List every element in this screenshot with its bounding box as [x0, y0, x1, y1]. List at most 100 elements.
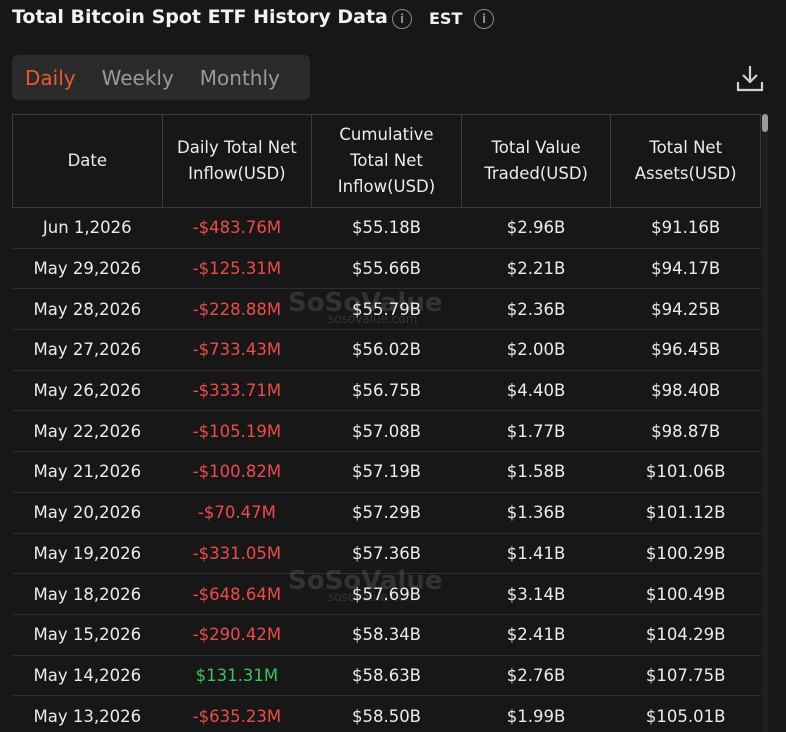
header-line: Assets(USD) [634, 164, 737, 183]
table-cell: $1.99B [461, 695, 611, 732]
table-row: May 28,2026 -$228.88M $55.79B $2.36B $94.25B [12, 288, 761, 331]
table-cell: $100.49B [610, 573, 761, 615]
table-cell: $2.36B [461, 288, 611, 331]
table-cell: $98.87B [610, 410, 761, 453]
table-cell: $1.77B [461, 410, 611, 453]
table-cell: $58.50B [311, 695, 462, 732]
column-header: Date [12, 114, 163, 208]
table-cell: -$290.42M [162, 614, 312, 656]
tab[interactable]: Weekly [101, 65, 174, 90]
table-cell: $94.17B [610, 248, 761, 290]
header-line: Total Net [649, 138, 723, 157]
table-cell: $2.96B [461, 207, 611, 249]
table-cell: $98.40B [610, 370, 761, 412]
table-cell: -$483.76M [162, 207, 312, 249]
history-table: Date Daily Total Net Inflow(USD) Cumulative… [12, 114, 761, 732]
table-cell: May 15,2026 [12, 614, 163, 656]
table-cell: $104.29B [610, 614, 761, 656]
table-cell: -$70.47M [162, 492, 312, 534]
table-cell: $94.25B [610, 288, 761, 331]
header-line: Total Value [491, 138, 581, 157]
table-cell: $107.75B [610, 655, 761, 697]
table-cell: May 18,2026 [12, 573, 163, 615]
scrollbar-thumb[interactable] [762, 114, 768, 132]
table-cell: $2.00B [461, 329, 611, 371]
table-row: May 19,2026 -$331.05M $57.36B $1.41B $100.29… [12, 533, 761, 575]
header-line: Date [67, 151, 108, 170]
table-cell: $101.06B [610, 451, 761, 493]
table-cell: $3.14B [461, 573, 611, 615]
header-line: Total Net [350, 151, 423, 170]
table-row: May 20,2026 -$70.47M $57.29B $1.36B $101.12B [12, 492, 761, 534]
title: Total Bitcoin Spot ETF History Data [12, 6, 388, 28]
info-icon[interactable]: i [392, 9, 412, 29]
table-cell: $105.01B [610, 695, 761, 732]
table-cell: $58.63B [311, 655, 462, 697]
table-row: May 18,2026 -$648.64M $57.69B $3.14B $100.49… [12, 573, 761, 615]
table-cell: May 20,2026 [12, 492, 163, 534]
table-row: May 27,2026 -$733.43M $56.02B $2.00B $96.45B [12, 329, 761, 371]
table-cell: May 28,2026 [12, 288, 163, 331]
table-cell: $1.36B [461, 492, 611, 534]
table-cell: -$648.64M [162, 573, 312, 615]
table-row: May 26,2026 -$333.71M $56.75B $4.40B $98.40B [12, 370, 761, 412]
table-cell: -$331.05M [162, 533, 312, 575]
table-cell: $101.12B [610, 492, 761, 534]
header-line: Traded(USD) [484, 164, 588, 183]
column-header: Total Value Traded(USD) [460, 114, 612, 208]
table-cell: -$733.43M [162, 329, 312, 371]
table-cell: $1.58B [461, 451, 611, 493]
table-cell: $57.36B [311, 533, 462, 575]
table-cell: $55.79B [311, 288, 462, 331]
download-icon[interactable] [735, 63, 765, 93]
tab[interactable]: Monthly [199, 65, 280, 90]
table-cell: $57.19B [311, 451, 462, 493]
table-cell: $1.41B [461, 533, 611, 575]
table-cell: $131.31M [162, 655, 312, 697]
tab[interactable]: Daily [25, 65, 76, 90]
scrollbar-track [762, 114, 768, 732]
table-cell: May 14,2026 [12, 655, 163, 697]
header-line: Cumulative [339, 125, 434, 144]
table-cell: $91.16B [610, 207, 761, 249]
table-cell: $56.75B [311, 370, 462, 412]
table-cell: $55.18B [311, 207, 462, 249]
table-row: May 21,2026 -$100.82M $57.19B $1.58B $101.06… [12, 451, 761, 493]
table-cell: $57.69B [311, 573, 462, 615]
info-icon[interactable]: i [474, 9, 494, 29]
table-cell: Jun 1,2026 [12, 207, 163, 249]
table-cell: -$333.71M [162, 370, 312, 412]
column-header: Total Net Assets(USD) [610, 114, 761, 208]
table-cell: $58.34B [311, 614, 462, 656]
table-row: Jun 1,2026 -$483.76M $55.18B $2.96B $91.16B [12, 207, 761, 249]
table-cell: -$105.19M [162, 410, 312, 453]
table-row: May 14,2026 $131.31M $58.63B $2.76B $107.75B [12, 655, 761, 697]
table-cell: $4.40B [461, 370, 611, 412]
table-cell: $57.29B [311, 492, 462, 534]
header-line: Inflow(USD) [337, 177, 436, 196]
tab-bar: Daily Weekly Monthly [12, 55, 310, 100]
table-cell: -$228.88M [162, 288, 312, 331]
table-row: May 22,2026 -$105.19M $57.08B $1.77B $98.87B [12, 410, 761, 453]
column-header: Cumulative Total Net Inflow(USD) [311, 114, 462, 208]
table-cell: $100.29B [610, 533, 761, 575]
column-header: Daily Total Net Inflow(USD) [161, 114, 313, 208]
table-cell: -$100.82M [162, 451, 312, 493]
table-cell: $2.41B [461, 614, 611, 656]
timezone[interactable]: EST [429, 9, 463, 28]
table-cell: $2.21B [461, 248, 611, 290]
table-cell: May 26,2026 [12, 370, 163, 412]
table-row: May 15,2026 -$290.42M $58.34B $2.41B $104.29… [12, 614, 761, 656]
table-cell: $2.76B [461, 655, 611, 697]
table-cell: May 22,2026 [12, 410, 163, 453]
table-cell: May 29,2026 [12, 248, 163, 290]
header-line: Daily Total Net [177, 138, 297, 157]
table-cell: $57.08B [311, 410, 462, 453]
table-cell: May 19,2026 [12, 533, 163, 575]
header-line: Inflow(USD) [188, 164, 286, 183]
table-cell: -$125.31M [162, 248, 312, 290]
table-cell: -$635.23M [162, 695, 312, 732]
table-cell: $96.45B [610, 329, 761, 371]
table-cell: May 13,2026 [12, 695, 163, 732]
